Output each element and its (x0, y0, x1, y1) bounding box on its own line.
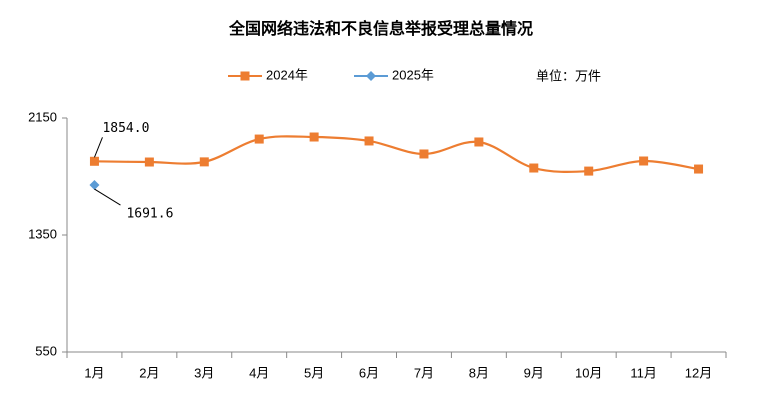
legend-marker (240, 71, 250, 81)
x-tick-label: 11月 (630, 365, 657, 380)
chart-title: 全国网络违法和不良信息举报受理总量情况 (228, 19, 533, 38)
point (694, 164, 704, 174)
x-tick-label: 5月 (304, 365, 324, 380)
legend-marker (366, 71, 376, 81)
y-tick-label: 550 (35, 343, 57, 358)
point (254, 134, 264, 144)
x-tick-label: 6月 (359, 365, 379, 380)
legend-label: 2025年 (392, 67, 434, 82)
unit-label: 单位：万件 (536, 68, 601, 83)
value-label: 1854.0 (102, 121, 149, 136)
series-line (94, 135, 699, 174)
point (419, 149, 429, 159)
legend-label: 2024年 (266, 67, 308, 82)
x-tick-label: 9月 (524, 365, 544, 380)
point (89, 180, 100, 191)
point (474, 137, 484, 147)
leader-line (93, 137, 103, 158)
y-tick-label: 1350 (28, 226, 57, 241)
point (144, 157, 154, 167)
y-tick-label: 2150 (28, 109, 57, 124)
point (584, 166, 594, 176)
point (364, 136, 374, 146)
point (309, 132, 319, 142)
leader-line (94, 188, 121, 206)
value-label: 1691.6 (126, 207, 173, 222)
point (639, 156, 649, 166)
point (89, 156, 99, 166)
x-tick-label: 12月 (685, 365, 712, 380)
x-tick-label: 4月 (249, 365, 269, 380)
point (199, 157, 209, 167)
x-tick-label: 7月 (414, 365, 434, 380)
point (529, 163, 539, 173)
x-tick-label: 2月 (139, 365, 159, 380)
x-tick-label: 8月 (469, 365, 489, 380)
x-tick-label: 1月 (84, 365, 104, 380)
x-tick-label: 3月 (194, 365, 214, 380)
x-tick-label: 10月 (575, 365, 602, 380)
